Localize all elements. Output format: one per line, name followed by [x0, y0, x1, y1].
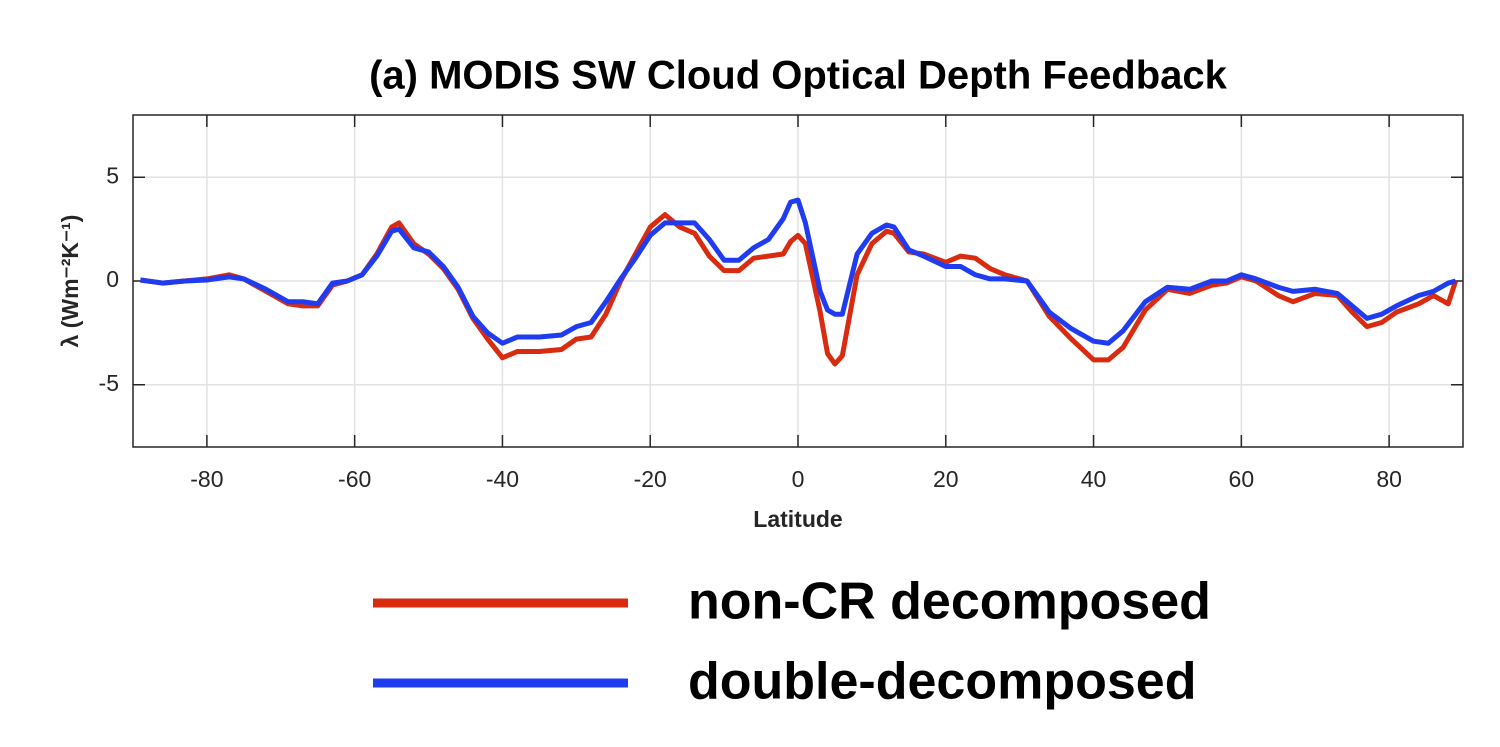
- x-tick-label: -80: [190, 466, 223, 492]
- y-tick-label: 0: [106, 266, 119, 292]
- y-tick-label: 5: [106, 162, 119, 188]
- x-tick-label: 80: [1376, 466, 1402, 492]
- y-axis-label: λ (Wm⁻²K⁻¹): [57, 215, 83, 348]
- x-axis-label: Latitude: [753, 506, 842, 532]
- legend-label: non-CR decomposed: [688, 573, 1211, 631]
- plot-frame: [132, 114, 1464, 448]
- x-tick-label: 40: [1081, 466, 1107, 492]
- x-tick-label: -40: [486, 466, 519, 492]
- y-tick-label: -5: [99, 370, 119, 396]
- chart-title: (a) MODIS SW Cloud Optical Depth Feedbac…: [369, 54, 1228, 98]
- x-tick-label: 20: [933, 466, 959, 492]
- x-tick-label: -20: [634, 466, 667, 492]
- x-tick-label: -60: [338, 466, 371, 492]
- legend-label: double-decomposed: [688, 653, 1196, 711]
- data-line: [140, 197, 1457, 346]
- x-tick-label: 60: [1229, 466, 1255, 492]
- x-tick-label: 0: [792, 466, 805, 492]
